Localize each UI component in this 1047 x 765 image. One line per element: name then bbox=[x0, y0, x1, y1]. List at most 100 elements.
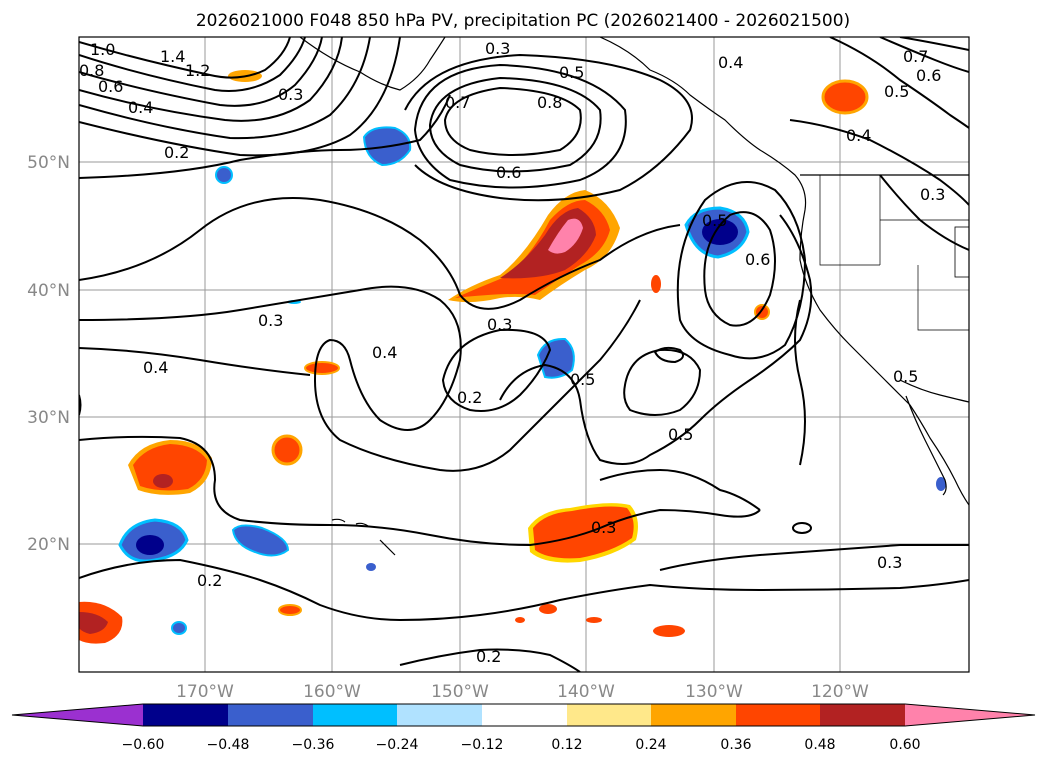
latitude-axis: 50°N 40°N 30°N 20°N bbox=[27, 153, 70, 555]
contour-label: 1.2 bbox=[185, 61, 210, 80]
contour-0-3-mid bbox=[79, 197, 681, 310]
contour-0-6-ne bbox=[879, 37, 969, 73]
contour-label: 0.3 bbox=[258, 311, 283, 330]
lat-tick-label: 30°N bbox=[27, 408, 70, 428]
precip-positive-small-11 bbox=[515, 617, 525, 623]
colorbar-tick-label: −0.48 bbox=[207, 737, 250, 753]
colorbar-extend-left bbox=[12, 704, 143, 726]
lon-tick-label: 170°W bbox=[176, 682, 234, 702]
contour-1-0 bbox=[79, 37, 323, 107]
contour-0-7-central bbox=[428, 76, 602, 173]
colorbar-segment bbox=[397, 704, 482, 726]
contour-0-5-ne bbox=[829, 37, 969, 129]
contour-0-3-ne bbox=[879, 174, 969, 251]
lat-tick-label: 40°N bbox=[27, 281, 70, 301]
contour-0-4-mid bbox=[79, 285, 641, 472]
contour-0-6-central bbox=[413, 63, 627, 189]
precip-negative-central bbox=[536, 337, 575, 379]
contour-label: 0.5 bbox=[559, 63, 584, 82]
colorbar-segment bbox=[567, 704, 651, 726]
lon-tick-label: 150°W bbox=[431, 682, 489, 702]
colorbar-tick-label: 0.48 bbox=[804, 737, 835, 753]
precip-negative-small-4 bbox=[366, 563, 376, 571]
colorbar: −0.60 −0.48 −0.36 −0.24 −0.12 0.12 0.24 … bbox=[11, 703, 1036, 753]
contour-label: 0.2 bbox=[476, 647, 501, 666]
precip-negative-small-3 bbox=[171, 621, 187, 635]
coast-baja bbox=[905, 395, 947, 496]
map-panel: 1.0 1.4 1.2 0.8 0.6 0.4 0.3 0.2 0.3 0.5 … bbox=[78, 36, 970, 673]
colorbar-tick-label: −0.60 bbox=[122, 737, 165, 753]
contour-label: 0.8 bbox=[537, 93, 562, 112]
colorbar-tick-label: 0.12 bbox=[551, 737, 582, 753]
contour-label: 0.7 bbox=[903, 47, 928, 66]
precip-positive-small-6 bbox=[651, 275, 661, 293]
contour-0-7-ne bbox=[899, 37, 969, 51]
contour-label: 0.2 bbox=[457, 388, 482, 407]
contour-1-2 bbox=[79, 37, 306, 92]
contour-label: 0.3 bbox=[877, 553, 902, 572]
colorbar-tick-label: −0.12 bbox=[461, 737, 504, 753]
state-borders bbox=[819, 175, 969, 331]
precip-negative-small-1 bbox=[231, 524, 290, 557]
contour-0-2-bottom bbox=[399, 648, 581, 672]
contour-0-4-west bbox=[79, 347, 311, 376]
contour-0-5-central bbox=[404, 53, 693, 202]
colorbar-segment bbox=[143, 704, 228, 726]
contour-label: 0.6 bbox=[496, 163, 521, 182]
contour-label: 0.3 bbox=[485, 39, 510, 58]
precip-positive-small-1 bbox=[271, 434, 303, 466]
colorbar-tick-label: 0.60 bbox=[889, 737, 920, 753]
colorbar-ticks: −0.60 −0.48 −0.36 −0.24 −0.12 0.12 0.24 … bbox=[122, 737, 921, 753]
precip-positive-central-peak bbox=[548, 218, 583, 254]
colorbar-tick-label: −0.36 bbox=[292, 737, 335, 753]
precip-negative-small-5 bbox=[936, 477, 946, 491]
colorbar-segment bbox=[482, 704, 567, 726]
figure-title: 2026021000 F048 850 hPa PV, precipitatio… bbox=[196, 11, 850, 31]
contour-label: 0.3 bbox=[487, 315, 512, 334]
contour-0-6-nw bbox=[79, 37, 371, 140]
coast-small-island bbox=[792, 522, 812, 534]
precip-positive-small-8 bbox=[539, 604, 557, 614]
contour-label: 0.5 bbox=[702, 211, 727, 230]
contour-label: 0.4 bbox=[372, 343, 397, 362]
contour-label: 1.4 bbox=[160, 47, 185, 66]
contour-label: 0.5 bbox=[570, 370, 595, 389]
lat-tick-label: 20°N bbox=[27, 535, 70, 555]
contour-label: 0.8 bbox=[79, 61, 104, 80]
contour-label: 0.3 bbox=[591, 518, 616, 537]
colorbar-segment bbox=[313, 704, 397, 726]
precip-positive-subtropical-mid bbox=[533, 506, 634, 559]
contour-label: 0.6 bbox=[916, 66, 941, 85]
legend-box-fragment bbox=[954, 226, 969, 278]
contour-0-3-east-south bbox=[794, 299, 806, 466]
contour-0-8-nw bbox=[79, 37, 343, 122]
contour-label: 1.0 bbox=[90, 40, 115, 59]
precip-positive-sw-inner bbox=[79, 612, 108, 634]
contour-0-8-central bbox=[443, 86, 582, 156]
contour-0-3-north bbox=[79, 94, 451, 179]
contour-label: 0.2 bbox=[197, 571, 222, 590]
longitude-axis: 170°W 160°W 150°W 140°W 130°W 120°W bbox=[176, 682, 869, 702]
lon-tick-label: 140°W bbox=[557, 682, 615, 702]
contour-0-5-south bbox=[599, 468, 761, 511]
colorbar-tick-label: −0.24 bbox=[376, 737, 419, 753]
contour-0-2-south bbox=[79, 558, 969, 622]
precip-negative-small-2 bbox=[215, 166, 233, 184]
colorbar-segment bbox=[820, 704, 905, 726]
contour-labels: 1.0 1.4 1.2 0.8 0.6 0.4 0.3 0.2 0.3 0.5 … bbox=[79, 39, 945, 666]
border-us-mexico bbox=[899, 379, 969, 403]
map-frame bbox=[78, 36, 970, 673]
contour-label: 0.2 bbox=[164, 143, 189, 162]
colorbar-outline bbox=[11, 703, 1036, 727]
contour-0-2-closed bbox=[441, 328, 552, 412]
pv-contours bbox=[79, 37, 969, 672]
contour-0-6-east bbox=[703, 211, 776, 327]
precip-positive-west-mid bbox=[133, 444, 207, 491]
contour-label: 0.5 bbox=[884, 82, 909, 101]
precip-positive-west-inner bbox=[153, 474, 173, 488]
lon-tick-label: 160°W bbox=[303, 682, 361, 702]
contour-label: 0.4 bbox=[143, 358, 168, 377]
contour-1-4 bbox=[79, 37, 291, 79]
contour-label: 0.4 bbox=[718, 53, 743, 72]
